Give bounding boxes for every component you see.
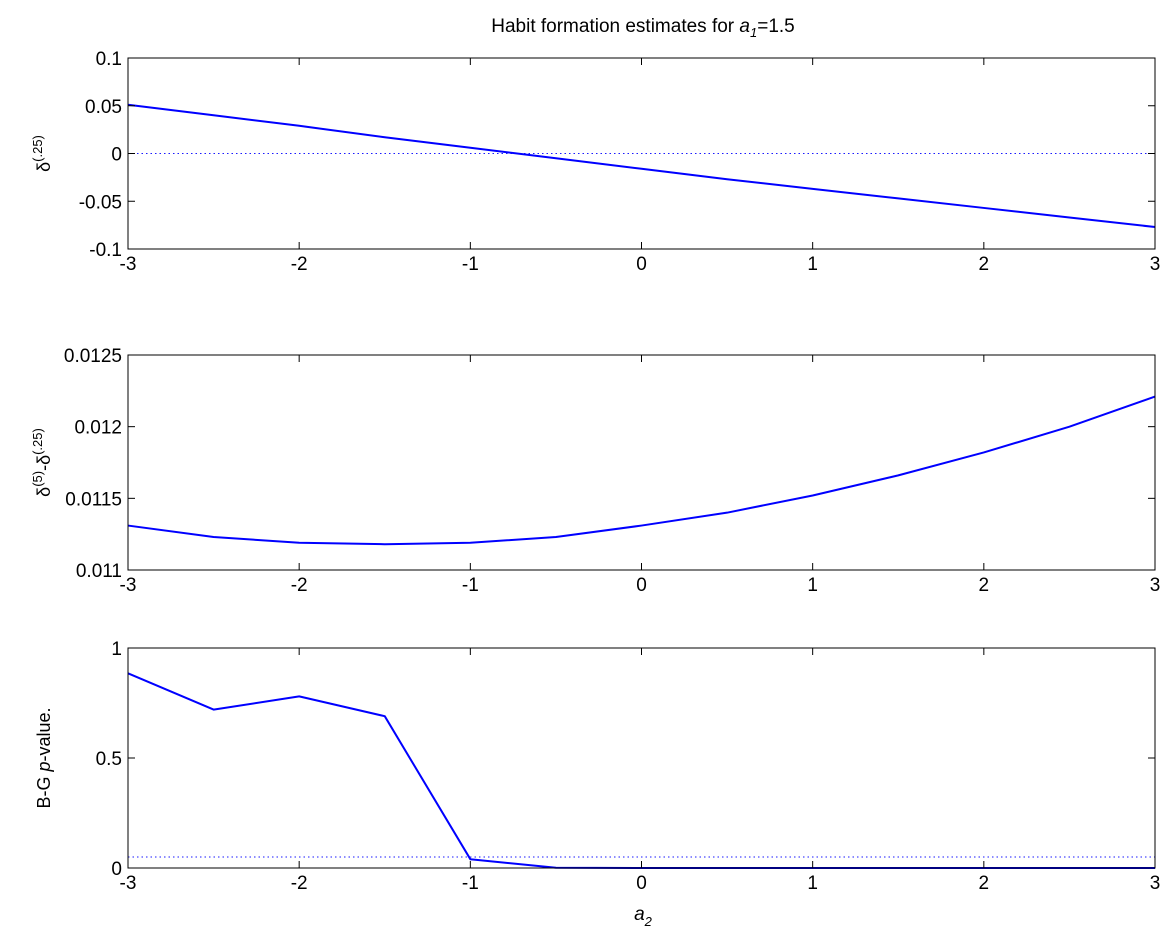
y-tick-label: -0.05 [79, 192, 122, 213]
y-tick-label: 0 [111, 859, 122, 880]
xlabel-sub: 2 [644, 914, 653, 929]
y-tick-label: 0.1 [96, 49, 122, 70]
y-tick-label: 1 [111, 639, 122, 660]
ylabel-sup2: (.25) [30, 428, 45, 455]
x-tick-label: 0 [636, 254, 647, 275]
x-tick-label: 1 [807, 254, 818, 275]
figure-title: Habit formation estimates for a1=1.5 [491, 16, 794, 40]
y-tick-label: 0.0115 [65, 489, 122, 510]
series-line [127, 103, 1156, 229]
y-tick-label: -0.1 [89, 240, 122, 261]
panel-bg-pvalue: -3 -2 -1 0 1 2 3 0 0.5 1 B-G p-value. [34, 639, 1160, 894]
x-tick-label: -3 [120, 873, 137, 894]
y-tick-label: 0.011 [76, 561, 122, 582]
x-tick-label: -3 [120, 575, 137, 596]
x-tick-label: 3 [1150, 254, 1161, 275]
ylabel-base: δ [34, 162, 54, 172]
y-tick-label: 0.012 [74, 418, 122, 439]
y-axis-label: B-G p-value. [34, 707, 54, 808]
y-tick-label: 0.0125 [64, 346, 122, 367]
title-suffix: =1.5 [757, 16, 795, 37]
ylabel-base: B-G [34, 772, 54, 809]
x-tick-label: 1 [807, 873, 818, 894]
x-tick-label: -1 [462, 575, 479, 596]
ylabel-sup: (5) [30, 471, 45, 487]
ylabel-italic: p [34, 762, 54, 773]
x-tick-label: -1 [462, 254, 479, 275]
x-tick-label: 2 [979, 575, 990, 596]
panel-delta-diff: -3 -2 -1 0 1 2 3 0.011 0.0115 0.012 0.0125 δ(5)-δ(.… [30, 346, 1160, 596]
x-tick-label: 3 [1150, 575, 1161, 596]
title-prefix: Habit formation estimates for [491, 16, 739, 37]
title-var: a [739, 16, 750, 37]
x-tick-label: -2 [291, 254, 308, 275]
xlabel-var: a [634, 904, 645, 925]
y-axis-label: δ(.25) [30, 135, 54, 172]
x-tick-label: 0 [636, 575, 647, 596]
y-tick-label: 0.5 [96, 749, 122, 770]
x-tick-label: 0 [636, 873, 647, 894]
x-tick-label: 2 [979, 254, 990, 275]
axes-box [127, 647, 1156, 869]
x-tick-label: 1 [807, 575, 818, 596]
y-axis-label: δ(5)-δ(.25) [30, 428, 54, 497]
title-sub: 1 [750, 25, 757, 40]
x-tick-label: 2 [979, 873, 990, 894]
series-line [127, 672, 1155, 869]
ylabel-suffix: -value. [34, 707, 54, 761]
series-line [127, 395, 1156, 546]
x-tick-label: 3 [1150, 873, 1161, 894]
x-tick-label: -3 [120, 254, 137, 275]
x-tick-label: -1 [462, 873, 479, 894]
x-axis-label: a2 [634, 904, 653, 929]
x-tick-label: -2 [291, 575, 308, 596]
ylabel-base: δ [34, 487, 54, 497]
y-tick-label: 0 [111, 145, 122, 166]
ylabel-sup: (.25) [30, 135, 45, 162]
panel-delta-25: -3 -2 -1 0 1 2 3 -0.1 -0.05 0 0.05 0.1 δ(.25) [30, 49, 1160, 275]
x-tick-label: -2 [291, 873, 308, 894]
y-tick-label: 0.05 [85, 97, 122, 118]
axes-box [127, 354, 1156, 571]
ylabel-mid: -δ [34, 455, 54, 471]
